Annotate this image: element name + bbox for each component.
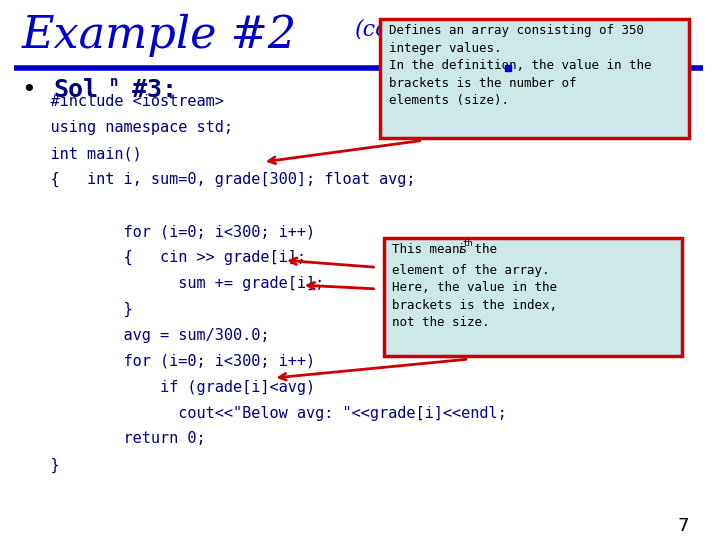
Text: th: th — [462, 239, 473, 248]
Bar — [380, 19, 689, 138]
Bar — [384, 238, 682, 356]
Text: #include <iostream>: #include <iostream> — [14, 94, 224, 110]
Text: Defines an array consisting of 350
integer values.
In the definition, the value : Defines an array consisting of 350 integ… — [389, 24, 651, 107]
Text: i: i — [458, 243, 462, 256]
Text: •: • — [22, 78, 36, 102]
Text: element of the array.
Here, the value in the
brackets is the index,
not the size: element of the array. Here, the value in… — [392, 264, 557, 329]
Text: avg = sum/300.0;: avg = sum/300.0; — [14, 328, 270, 343]
Text: {   cin >> grade[i];: { cin >> grade[i]; — [14, 250, 306, 265]
Text: }: } — [14, 457, 60, 472]
Text: #3:: #3: — [117, 78, 177, 102]
Text: 7: 7 — [678, 517, 689, 535]
Text: cout<<"Below avg: "<<grade[i]<<endl;: cout<<"Below avg: "<<grade[i]<<endl; — [14, 406, 507, 421]
Text: This means the: This means the — [392, 243, 505, 256]
Text: (cont'd): (cont'd) — [355, 19, 442, 41]
Text: if (grade[i]<avg): if (grade[i]<avg) — [14, 380, 315, 395]
Text: Example #2: Example #2 — [22, 14, 297, 57]
Text: using namespace std;: using namespace std; — [14, 120, 233, 136]
Text: }: } — [14, 302, 132, 317]
Text: n: n — [110, 75, 119, 89]
Text: int main(): int main() — [14, 146, 142, 161]
Text: for (i=0; i<300; i++): for (i=0; i<300; i++) — [14, 354, 315, 369]
Text: {   int i, sum=0, grade[300]; float avg;: { int i, sum=0, grade[300]; float avg; — [14, 172, 415, 187]
Text: return 0;: return 0; — [14, 431, 206, 447]
Text: for (i=0; i<300; i++): for (i=0; i<300; i++) — [14, 224, 315, 239]
Text: sum += grade[i];: sum += grade[i]; — [14, 276, 325, 291]
Text: Sol: Sol — [53, 78, 98, 102]
